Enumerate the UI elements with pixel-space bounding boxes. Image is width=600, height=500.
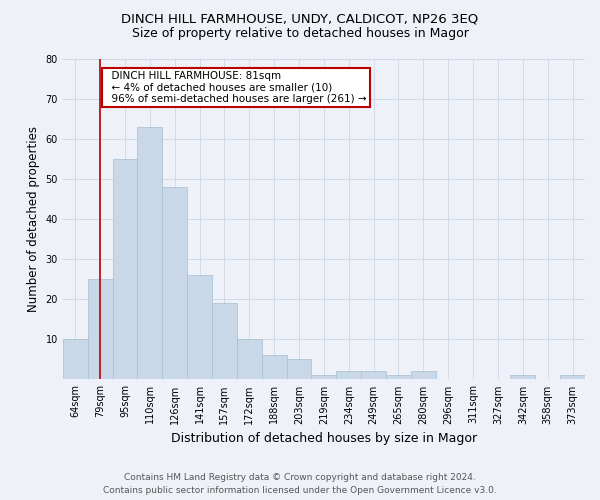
Text: DINCH HILL FARMHOUSE: 81sqm
  ← 4% of detached houses are smaller (10)
  96% of : DINCH HILL FARMHOUSE: 81sqm ← 4% of deta… (105, 71, 367, 104)
Bar (560, 376, 585, 380)
Bar (411, 372, 436, 380)
Bar (361, 372, 386, 380)
Bar (262, 356, 287, 380)
Text: Size of property relative to detached houses in Magor: Size of property relative to detached ho… (131, 28, 469, 40)
Bar (311, 376, 337, 380)
Bar (187, 276, 212, 380)
Bar (511, 376, 535, 380)
Bar (162, 187, 187, 380)
X-axis label: Distribution of detached houses by size in Magor: Distribution of detached houses by size … (171, 432, 477, 445)
Bar (287, 360, 311, 380)
Bar (212, 304, 237, 380)
Y-axis label: Number of detached properties: Number of detached properties (27, 126, 40, 312)
Bar (337, 372, 361, 380)
Bar (137, 127, 162, 380)
Bar (63, 340, 88, 380)
Bar (88, 280, 113, 380)
Text: DINCH HILL FARMHOUSE, UNDY, CALDICOT, NP26 3EQ: DINCH HILL FARMHOUSE, UNDY, CALDICOT, NP… (121, 12, 479, 26)
Bar (386, 376, 411, 380)
Text: Contains HM Land Registry data © Crown copyright and database right 2024.
Contai: Contains HM Land Registry data © Crown c… (103, 474, 497, 495)
Bar (237, 340, 262, 380)
Bar (113, 159, 137, 380)
